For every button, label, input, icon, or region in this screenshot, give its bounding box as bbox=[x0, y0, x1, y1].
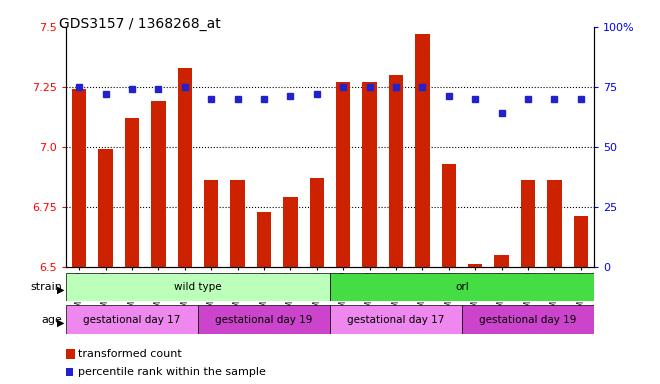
Bar bbox=[330, 305, 462, 334]
Text: wild type: wild type bbox=[174, 282, 222, 292]
Bar bbox=[574, 217, 588, 267]
Text: percentile rank within the sample: percentile rank within the sample bbox=[78, 367, 266, 377]
Bar bbox=[336, 82, 350, 267]
Bar bbox=[442, 164, 456, 267]
Bar bbox=[230, 180, 245, 267]
Bar bbox=[468, 265, 482, 267]
Bar bbox=[283, 197, 298, 267]
Bar bbox=[257, 212, 271, 267]
Bar bbox=[415, 34, 430, 267]
Text: ▶: ▶ bbox=[57, 285, 64, 295]
Bar bbox=[310, 178, 324, 267]
Bar bbox=[494, 255, 509, 267]
Text: orl: orl bbox=[455, 282, 469, 292]
Bar bbox=[521, 180, 535, 267]
Bar bbox=[66, 273, 330, 301]
Text: strain: strain bbox=[31, 282, 63, 292]
Bar bbox=[125, 118, 139, 267]
Text: GDS3157 / 1368268_at: GDS3157 / 1368268_at bbox=[59, 17, 221, 31]
Bar bbox=[178, 68, 192, 267]
Bar bbox=[151, 101, 166, 267]
Text: transformed count: transformed count bbox=[78, 349, 182, 359]
Bar bbox=[547, 180, 562, 267]
Text: gestational day 19: gestational day 19 bbox=[479, 314, 577, 325]
Text: ▶: ▶ bbox=[57, 318, 64, 328]
Text: gestational day 17: gestational day 17 bbox=[83, 314, 181, 325]
Bar bbox=[389, 75, 403, 267]
Bar bbox=[462, 305, 594, 334]
Bar bbox=[362, 82, 377, 267]
Bar bbox=[330, 273, 594, 301]
Bar bbox=[204, 180, 218, 267]
Bar bbox=[98, 149, 113, 267]
Bar bbox=[72, 89, 86, 267]
Bar bbox=[66, 305, 198, 334]
Text: age: age bbox=[42, 314, 63, 325]
Text: gestational day 17: gestational day 17 bbox=[347, 314, 445, 325]
Text: gestational day 19: gestational day 19 bbox=[215, 314, 313, 325]
Bar bbox=[198, 305, 330, 334]
